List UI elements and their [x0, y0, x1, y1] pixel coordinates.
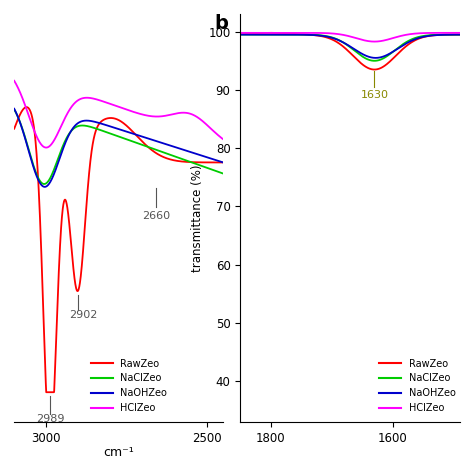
X-axis label: cm⁻¹: cm⁻¹ [103, 446, 134, 459]
Text: 2660: 2660 [142, 210, 170, 220]
Legend: RawZeo, NaClZeo, NaOHZeo, HClZeo: RawZeo, NaClZeo, NaOHZeo, HClZeo [375, 355, 459, 417]
Legend: RawZeo, NaClZeo, NaOHZeo, HClZeo: RawZeo, NaClZeo, NaOHZeo, HClZeo [87, 355, 171, 417]
Text: 2902: 2902 [69, 310, 97, 319]
Text: 1630: 1630 [360, 90, 389, 100]
Text: b: b [214, 14, 228, 33]
Y-axis label: transmittance (%): transmittance (%) [191, 164, 204, 272]
Text: 2989: 2989 [36, 414, 64, 424]
